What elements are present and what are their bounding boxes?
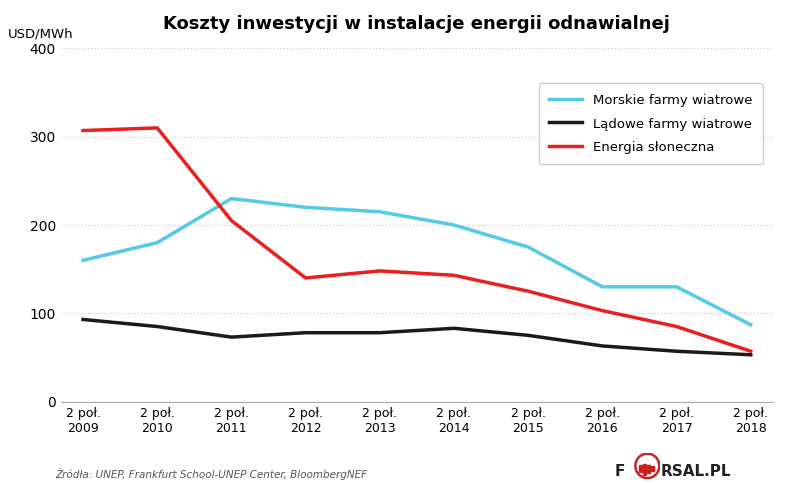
Energia słoneczna (375, 268, 385, 274)
Bar (638, 465, 641, 472)
Lądowe farmy wiatrowe (597, 343, 607, 349)
Text: RSAL.PL: RSAL.PL (660, 465, 730, 479)
Bar (643, 464, 646, 475)
Text: USD/MWh: USD/MWh (7, 27, 73, 40)
Line: Lądowe farmy wiatrowe: Lądowe farmy wiatrowe (83, 319, 751, 355)
Lądowe farmy wiatrowe (227, 334, 236, 340)
Morskie farmy wiatrowe (672, 284, 682, 290)
Legend: Morskie farmy wiatrowe, Lądowe farmy wiatrowe, Energia słoneczna: Morskie farmy wiatrowe, Lądowe farmy wia… (539, 83, 763, 165)
Energia słoneczna (746, 348, 756, 354)
Energia słoneczna (153, 125, 162, 131)
Morskie farmy wiatrowe (597, 284, 607, 290)
Energia słoneczna (597, 308, 607, 314)
Energia słoneczna (449, 272, 459, 278)
Text: Źródła: UNEP, Frankfurt School-UNEP Center, BloombergNEF: Źródła: UNEP, Frankfurt School-UNEP Cent… (55, 468, 367, 480)
Lądowe farmy wiatrowe (672, 348, 682, 354)
Bar (651, 466, 654, 471)
Lądowe farmy wiatrowe (153, 324, 162, 330)
Morskie farmy wiatrowe (449, 222, 459, 228)
Morskie farmy wiatrowe (301, 204, 310, 210)
Title: Koszty inwestycji w instalacje energii odnawialnej: Koszty inwestycji w instalacje energii o… (163, 15, 671, 33)
Energia słoneczna (523, 288, 533, 294)
Line: Energia słoneczna: Energia słoneczna (83, 128, 751, 351)
Lądowe farmy wiatrowe (375, 330, 385, 335)
Text: F: F (615, 465, 625, 479)
Bar (647, 465, 650, 473)
Energia słoneczna (301, 275, 310, 281)
Lądowe farmy wiatrowe (449, 325, 459, 331)
Morskie farmy wiatrowe (153, 240, 162, 245)
Morskie farmy wiatrowe (746, 322, 756, 328)
Morskie farmy wiatrowe (375, 209, 385, 215)
Morskie farmy wiatrowe (523, 244, 533, 250)
Energia słoneczna (227, 218, 236, 224)
Morskie farmy wiatrowe (78, 257, 87, 263)
Line: Morskie farmy wiatrowe: Morskie farmy wiatrowe (83, 198, 751, 325)
Energia słoneczna (672, 324, 682, 330)
Morskie farmy wiatrowe (227, 196, 236, 201)
Lądowe farmy wiatrowe (746, 352, 756, 358)
Lądowe farmy wiatrowe (301, 330, 310, 335)
Lądowe farmy wiatrowe (523, 333, 533, 338)
Energia słoneczna (78, 128, 87, 134)
Lądowe farmy wiatrowe (78, 317, 87, 322)
